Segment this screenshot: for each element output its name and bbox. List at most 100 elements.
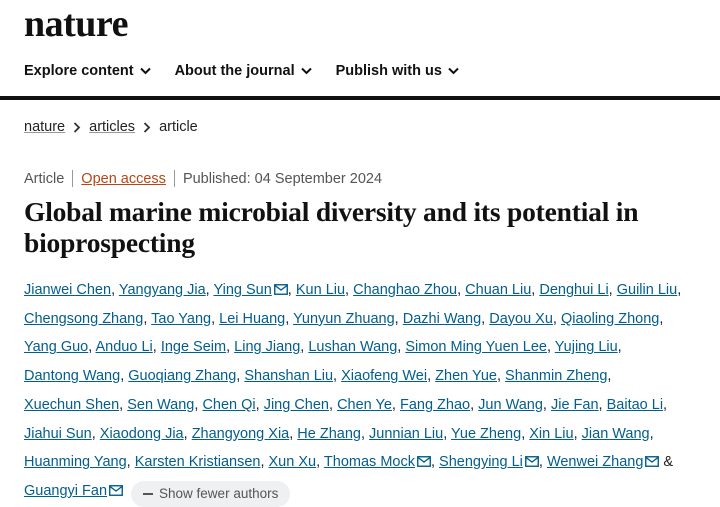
author-separator: , [111, 282, 116, 298]
author-link[interactable]: Xuechun Shen [24, 396, 120, 413]
author-separator: , [300, 339, 305, 356]
author-link[interactable]: Yue Zheng [451, 425, 522, 442]
email-icon[interactable] [524, 456, 539, 468]
author-separator: , [427, 368, 432, 385]
author-link[interactable]: Chen Qi [202, 396, 256, 413]
author-link[interactable]: Xin Liu [529, 425, 574, 442]
author-link[interactable]: Jiahui Sun [24, 425, 92, 442]
author-separator: , [649, 425, 654, 442]
author-link[interactable]: Chuan Liu [465, 282, 532, 298]
author-link[interactable]: Wenwei Zhang [546, 454, 644, 471]
author-separator: , [481, 310, 486, 327]
author-link[interactable]: Yang Guo [24, 339, 89, 356]
author-link[interactable]: Xiaofeng Wei [341, 368, 428, 385]
author-link[interactable]: Jian Wang [581, 425, 650, 442]
author-separator: , [663, 396, 668, 413]
author-link[interactable]: Kun Liu [295, 282, 346, 298]
author-link[interactable]: Dantong Wang [24, 368, 121, 385]
author-separator: , [91, 425, 96, 442]
author-separator: , [152, 339, 157, 356]
author-link[interactable]: Chengsong Zhang [24, 310, 144, 327]
author-link[interactable]: Shanmin Zheng [505, 368, 608, 385]
author-link[interactable]: Shengying Li [439, 454, 523, 471]
author-link[interactable]: Sen Wang [127, 396, 195, 413]
author-separator: , [617, 339, 622, 356]
author-link[interactable]: Denghui Li [539, 282, 609, 298]
author-link[interactable]: Guilin Liu [616, 282, 678, 298]
email-icon[interactable] [109, 484, 123, 496]
author-separator: , [391, 396, 396, 413]
author-separator: , [457, 282, 462, 298]
author-separator: , [183, 425, 188, 442]
author-link[interactable]: Inge Seim [160, 339, 227, 356]
author-link[interactable]: He Zhang [297, 425, 361, 442]
author-link[interactable]: Xun Xu [268, 454, 317, 471]
author-separator: , [285, 310, 290, 327]
author-link[interactable]: Yangyang Jia [118, 282, 206, 298]
nav-item[interactable]: Explore content [24, 63, 151, 79]
author-link[interactable]: Changhao Zhou [353, 282, 458, 298]
author-link[interactable]: Yunyun Zhuang [293, 310, 395, 327]
author-link[interactable]: Dayou Xu [489, 310, 553, 327]
author-link[interactable]: Guoqiang Zhang [128, 368, 237, 385]
author-link[interactable]: Jing Chen [263, 396, 329, 413]
author-link[interactable]: Jianwei Chen [24, 282, 112, 298]
author-link[interactable]: Anduo Li [95, 339, 153, 356]
author-separator: , [397, 339, 402, 356]
author-link[interactable]: Simon Ming Yuen Lee [405, 339, 547, 356]
email-icon[interactable] [417, 456, 431, 468]
nav-item[interactable]: About the journal [175, 63, 312, 79]
author-separator: , [236, 368, 241, 385]
author-link[interactable]: Lei Huang [219, 310, 286, 327]
chevron-icon [448, 67, 459, 75]
author-link[interactable]: Fang Zhao [399, 396, 471, 413]
button-label: Show fewer authors [159, 485, 279, 501]
author-link[interactable]: Shanshan Liu [244, 368, 334, 385]
author-link[interactable]: Dazhi Wang [402, 310, 482, 327]
author-link[interactable]: Baitao Li [606, 396, 664, 413]
article-title: Global marine microbial diversity and it… [24, 196, 639, 258]
breadcrumb-item[interactable]: nature [24, 119, 66, 135]
author-link[interactable]: Karsten Kristiansen [134, 454, 261, 471]
author-link[interactable]: Jun Wang [478, 396, 543, 413]
author-link[interactable]: Guangyi Fan [24, 482, 108, 499]
author-link[interactable]: Ying Sun [213, 282, 272, 298]
author-separator: , [194, 396, 199, 413]
author-separator: , [88, 339, 93, 356]
author-separator: , [211, 310, 216, 327]
author-link[interactable]: Yujing Liu [554, 339, 618, 356]
author-link[interactable]: Zhangyong Xia [191, 425, 290, 442]
author-link[interactable]: Xiaodong Jia [99, 425, 184, 442]
author-link[interactable]: Qiaoling Zhong [560, 310, 660, 327]
author-link[interactable]: Ling Jiang [234, 339, 301, 356]
nav-item[interactable]: Publish with us [336, 63, 459, 79]
logo[interactable]: nature [24, 3, 128, 45]
header-rule [0, 96, 720, 100]
author-separator: & [663, 454, 674, 471]
author-separator: , [143, 310, 148, 327]
author-link[interactable]: Lushan Wang [308, 339, 398, 356]
author-separator: , [329, 396, 334, 413]
article-type: Article [24, 170, 65, 187]
email-icon[interactable] [645, 456, 660, 468]
author-link[interactable]: Thomas Mock [323, 454, 415, 471]
author-link[interactable]: Jie Fan [550, 396, 599, 413]
author-separator: , [607, 368, 612, 385]
author-separator: , [598, 396, 603, 413]
open-access-link[interactable]: Open access [81, 170, 166, 187]
breadcrumb-item[interactable]: articles [89, 119, 136, 135]
author-link[interactable]: Junnian Liu [369, 425, 444, 442]
author-link[interactable]: Tao Yang [151, 310, 212, 327]
breadcrumb-chevron [73, 121, 81, 133]
author-link[interactable]: Huanming Yang [24, 454, 127, 471]
author-separator: , [289, 425, 294, 442]
breadcrumb-chevron [143, 121, 151, 133]
author-separator: , [538, 454, 543, 471]
author-separator: , [255, 396, 260, 413]
chevron-icon [139, 67, 151, 75]
show-fewer-authors-button[interactable]: Show fewer authors [131, 480, 291, 507]
email-icon[interactable] [273, 284, 288, 295]
author-link[interactable]: Chen Ye [337, 396, 392, 413]
author-link[interactable]: Zhen Yue [435, 368, 497, 385]
author-separator: , [345, 282, 350, 298]
